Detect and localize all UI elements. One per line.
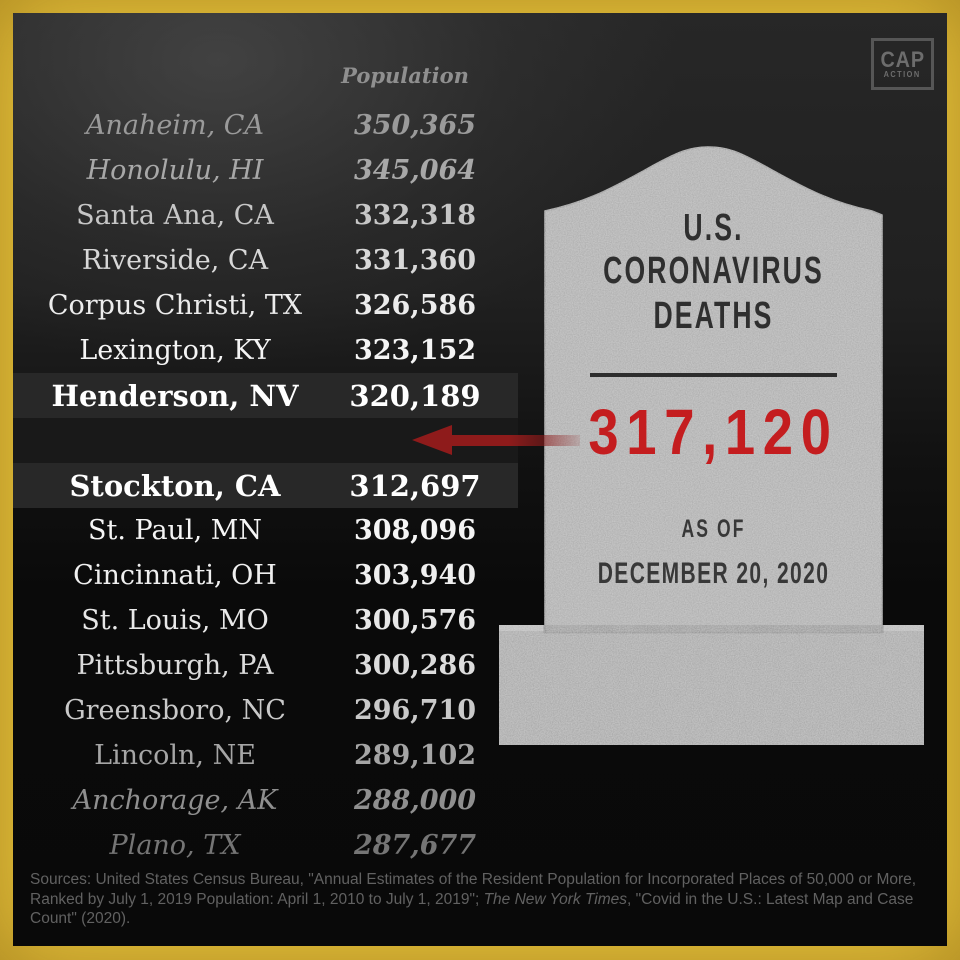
population-value: 326,586 [353,290,477,321]
population-value: 332,318 [353,200,477,231]
population-value: 320,189 [349,378,481,413]
table-row: Riverside, CA 331,360 [13,238,518,283]
table-row: Cincinnati, OH 303,940 [13,553,518,598]
city-name: Anchorage, AK [72,785,278,816]
city-name: St. Louis, MO [81,605,269,636]
arrow-shaft [450,435,580,446]
arrow-head-icon [412,425,452,455]
as-of-date: DECEMBER 20, 2020 [597,557,830,590]
city-name: Stockton, CA [69,468,281,503]
population-column-header: Population [341,63,469,88]
infographic-canvas: CAP ACTION Population Anaheim, CA 350,36… [13,13,947,946]
table-row: Pittsburgh, PA 300,286 [13,643,518,688]
table-row: Henderson, NV 320,189 [13,373,518,418]
city-name: Santa Ana, CA [76,200,274,231]
tombstone-body [544,146,883,634]
city-name: St. Paul, MN [87,515,263,546]
population-value: 350,365 [353,110,477,141]
population-value: 312,697 [349,468,481,503]
table-row: Greensboro, NC 296,710 [13,688,518,733]
city-name: Lincoln, NE [94,740,256,771]
table-row: Anaheim, CA 350,365 [13,103,518,148]
cap-action-logo-action: ACTION [883,69,922,79]
city-name: Honolulu, HI [86,155,264,186]
tombstone-title-line3: DEATHS [653,295,774,337]
table-row: Lexington, KY 323,152 [13,328,518,373]
population-value: 300,286 [353,650,477,681]
population-value: 289,102 [353,740,477,771]
table-row: Anchorage, AK 288,000 [13,778,518,823]
population-value: 303,940 [353,560,477,591]
city-population-table: Anaheim, CA 350,365 Honolulu, HI 345,064… [13,103,518,868]
table-row: Stockton, CA 312,697 [13,463,518,508]
rows-above-gap: Anaheim, CA 350,365 Honolulu, HI 345,064… [13,103,518,418]
death-count-value: 317,120 [588,396,839,468]
table-row: Corpus Christi, TX 326,586 [13,283,518,328]
table-row: St. Louis, MO 300,576 [13,598,518,643]
population-value: 323,152 [353,335,477,366]
population-value: 345,064 [353,155,477,186]
source-citation: Sources: United States Census Bureau, "A… [30,870,930,929]
population-value: 287,677 [353,830,477,861]
city-name: Plano, TX [109,830,241,861]
as-of-label: AS OF [681,515,746,543]
population-value: 288,000 [353,785,477,816]
city-name: Cincinnati, OH [73,560,277,591]
population-value: 331,360 [353,245,477,276]
city-name: Riverside, CA [81,245,269,276]
table-row: Lincoln, NE 289,102 [13,733,518,778]
population-value: 300,576 [353,605,477,636]
city-name: Anaheim, CA [86,110,264,141]
city-name: Pittsburgh, PA [76,650,274,681]
population-value: 308,096 [353,515,477,546]
city-name: Greensboro, NC [64,695,286,726]
source-text-italic-title: The New York Times [483,890,628,908]
city-name: Henderson, NV [51,378,299,413]
population-value: 296,710 [353,695,477,726]
table-row: Honolulu, HI 345,064 [13,148,518,193]
comparison-arrow [412,425,580,455]
city-name: Corpus Christi, TX [47,290,303,321]
tombstone-base [499,625,924,745]
tombstone-graphic [499,146,924,745]
source-text-part1: Sources: United States Census Bureau, "A… [30,871,917,908]
tombstone-title-line2: CORONAVIRUS [603,250,824,292]
table-row: Santa Ana, CA 332,318 [13,193,518,238]
cap-action-logo-cap: CAP [880,46,925,72]
cap-action-logo: CAP ACTION [871,38,934,90]
table-row: Plano, TX 287,677 [13,823,518,868]
table-row: St. Paul, MN 308,096 [13,508,518,553]
city-name: Lexington, KY [79,335,271,366]
tombstone-divider-line [590,373,837,377]
source-text-part2: , "Covid in the U.S.: Latest Map and Cas… [30,890,914,928]
rows-below-gap: Stockton, CA 312,697 St. Paul, MN 308,09… [13,463,518,868]
tombstone-title-line1: U.S. [683,207,744,249]
